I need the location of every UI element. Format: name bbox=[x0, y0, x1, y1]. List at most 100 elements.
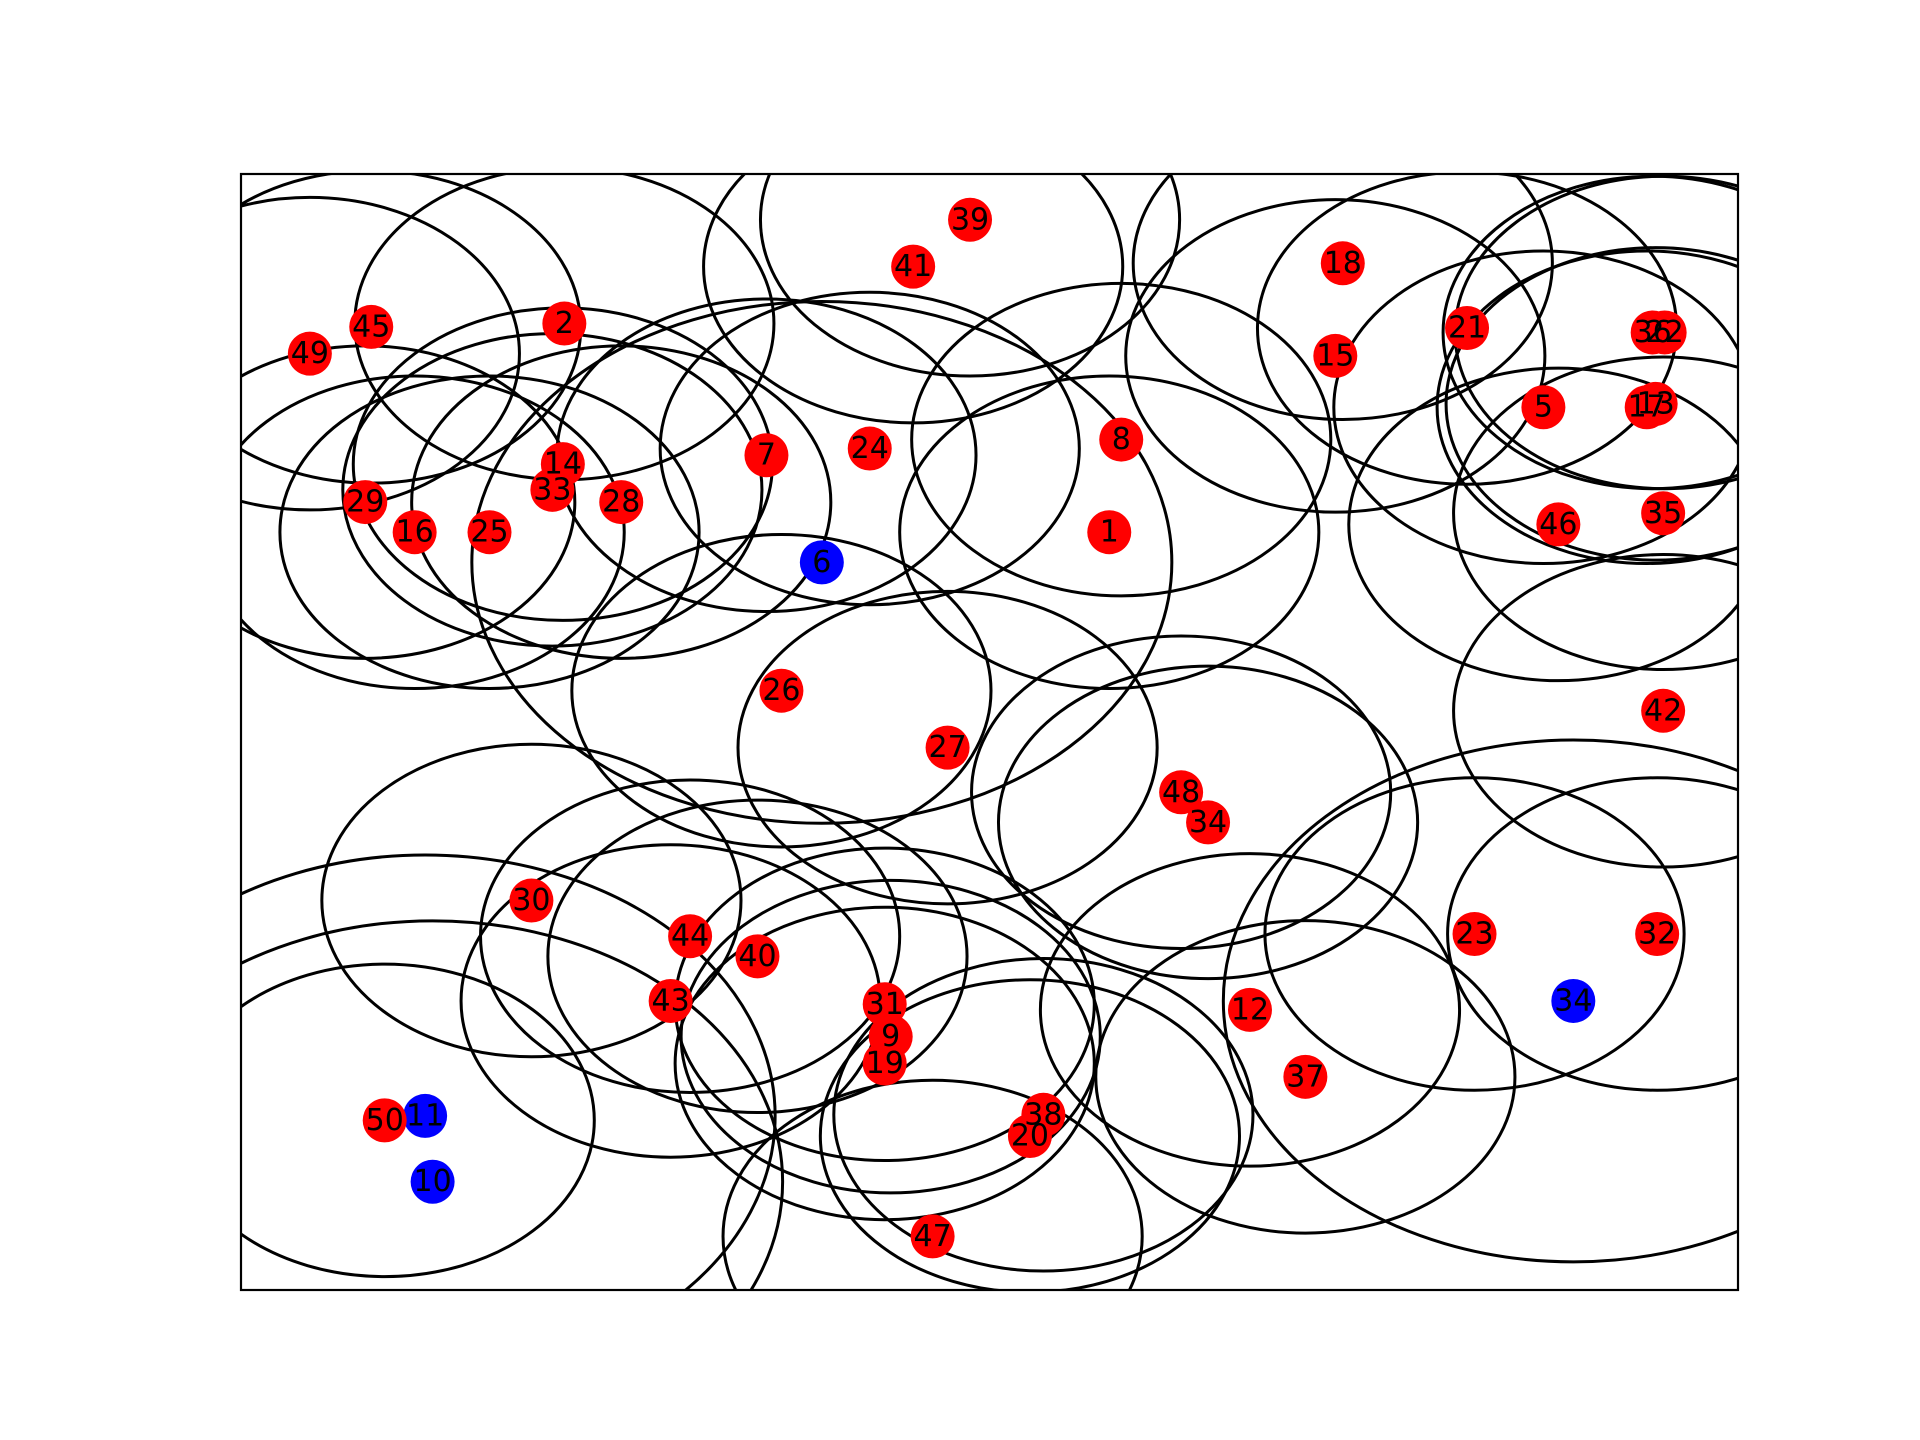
point-marker-43-41 bbox=[648, 978, 693, 1023]
point-label-33-30: 33 bbox=[533, 472, 571, 507]
point-marker-35-33 bbox=[1641, 491, 1686, 536]
point-marker-19-16 bbox=[862, 1041, 907, 1086]
point-label-20-17: 20 bbox=[1011, 1118, 1049, 1153]
point-marker-6-3 bbox=[799, 540, 844, 585]
point-marker-48-46 bbox=[1159, 770, 1204, 815]
range-circle-39-37 bbox=[759, 174, 1182, 378]
point-label-2-1: 2 bbox=[555, 306, 574, 341]
point-marker-24-21 bbox=[847, 426, 892, 471]
range-circle-35-33 bbox=[1452, 355, 1738, 671]
point-marker-2-1 bbox=[542, 301, 587, 346]
point-marker-28-25 bbox=[599, 480, 644, 525]
point-marker-29-26 bbox=[343, 480, 388, 525]
range-circle-42-40 bbox=[1452, 553, 1738, 869]
point-label-11-8: 11 bbox=[406, 1098, 444, 1133]
point-label-8-5: 8 bbox=[1112, 422, 1131, 457]
point-label-36-34: 36 bbox=[1634, 315, 1672, 350]
point-label-32-29: 32 bbox=[1638, 916, 1676, 951]
range-circle-20-17 bbox=[818, 978, 1241, 1290]
point-label-19-16: 19 bbox=[866, 1046, 904, 1081]
point-marker-33-30 bbox=[530, 467, 575, 512]
point-label-45-43: 45 bbox=[352, 309, 390, 344]
point-label-28-25: 28 bbox=[602, 485, 640, 520]
point-marker-34-32 bbox=[1551, 978, 1596, 1023]
range-circle-6-3 bbox=[470, 299, 1174, 825]
point-marker-25-22 bbox=[467, 510, 512, 555]
point-label-6-3: 6 bbox=[812, 545, 831, 580]
range-circle-27-24 bbox=[736, 589, 1159, 906]
range-circle-15-12 bbox=[1124, 198, 1547, 514]
plot-frame bbox=[239, 172, 1740, 1292]
point-marker-46-44 bbox=[1536, 502, 1581, 547]
range-circle-44-42 bbox=[479, 778, 902, 1094]
range-circle-19-16 bbox=[673, 905, 1096, 1222]
point-label-50-48: 50 bbox=[366, 1103, 404, 1138]
point-marker-26-23 bbox=[759, 668, 804, 713]
range-circle-28-25 bbox=[410, 344, 833, 660]
point-marker-5-2 bbox=[1521, 385, 1566, 430]
point-marker-8-5 bbox=[1099, 417, 1144, 462]
point-marker-37-35 bbox=[1283, 1054, 1328, 1099]
point-marker-21-18 bbox=[1445, 306, 1490, 351]
point-label-16-13: 16 bbox=[396, 515, 434, 550]
point-label-13-10: 13 bbox=[1637, 386, 1675, 421]
range-circle-40-38 bbox=[546, 798, 969, 1115]
point-label-29-26: 29 bbox=[346, 485, 384, 520]
point-marker-15-12 bbox=[1313, 333, 1358, 378]
point-marker-18-15 bbox=[1320, 241, 1365, 286]
range-circle-34-31 bbox=[996, 664, 1420, 981]
point-label-35-33: 35 bbox=[1644, 496, 1682, 531]
point-marker-17-14 bbox=[1624, 385, 1669, 430]
range-circle-49-47 bbox=[241, 195, 521, 512]
point-label-24-21: 24 bbox=[851, 431, 889, 466]
point-label-9-6: 9 bbox=[881, 1019, 900, 1054]
point-marker-1-0 bbox=[1087, 510, 1132, 555]
point-label-40-38: 40 bbox=[738, 939, 776, 974]
point-marker-50-48 bbox=[362, 1098, 407, 1143]
point-label-39-37: 39 bbox=[951, 202, 989, 237]
point-marker-31-28 bbox=[862, 982, 907, 1027]
point-marker-41-39 bbox=[891, 244, 936, 289]
point-label-1-0: 1 bbox=[1100, 515, 1119, 550]
range-circle-37-35 bbox=[1094, 919, 1517, 1235]
point-marker-47-45 bbox=[910, 1214, 955, 1259]
point-label-30-27: 30 bbox=[512, 883, 550, 918]
point-label-34-31: 34 bbox=[1189, 805, 1227, 840]
range-circle-16-13 bbox=[241, 374, 626, 690]
point-marker-27-24 bbox=[925, 725, 970, 770]
point-label-12-9: 12 bbox=[1231, 992, 1269, 1027]
point-marker-16-13 bbox=[392, 510, 437, 555]
point-label-47-45: 47 bbox=[914, 1219, 952, 1254]
point-label-25-22: 25 bbox=[470, 515, 508, 550]
point-label-46-44: 46 bbox=[1539, 507, 1577, 542]
point-marker-45-43 bbox=[349, 304, 394, 349]
point-label-41-39: 41 bbox=[894, 249, 932, 284]
point-marker-36-34 bbox=[1630, 310, 1675, 355]
point-label-5-2: 5 bbox=[1534, 390, 1553, 425]
range-circle-1-0 bbox=[898, 374, 1321, 690]
range-circle-38-36 bbox=[832, 957, 1255, 1273]
range-circle-41-39 bbox=[702, 174, 1125, 425]
point-marker-42-40 bbox=[1641, 688, 1686, 733]
point-marker-34-31 bbox=[1186, 800, 1231, 845]
point-label-15-12: 15 bbox=[1316, 338, 1354, 373]
point-label-44-42: 44 bbox=[671, 919, 709, 954]
point-marker-38-36 bbox=[1021, 1092, 1066, 1137]
point-marker-40-38 bbox=[735, 934, 780, 979]
point-label-22-19: 22 bbox=[1646, 315, 1684, 350]
point-label-14-11: 14 bbox=[544, 447, 582, 482]
range-circle-5-2 bbox=[1332, 249, 1738, 565]
point-label-21-18: 21 bbox=[1448, 311, 1486, 346]
range-circle-18-15 bbox=[1131, 174, 1554, 421]
point-marker-11-8 bbox=[403, 1093, 448, 1138]
range-circle-17-14 bbox=[1435, 249, 1738, 565]
point-label-43-41: 43 bbox=[652, 983, 690, 1018]
point-label-42-40: 42 bbox=[1644, 693, 1682, 728]
range-circle-10-7 bbox=[241, 919, 785, 1290]
range-circle-30-27 bbox=[320, 742, 743, 1059]
point-marker-32-29 bbox=[1635, 911, 1680, 956]
range-circle-50-48 bbox=[241, 962, 596, 1279]
point-marker-10-7 bbox=[410, 1159, 455, 1204]
point-label-10-7: 10 bbox=[414, 1164, 452, 1199]
